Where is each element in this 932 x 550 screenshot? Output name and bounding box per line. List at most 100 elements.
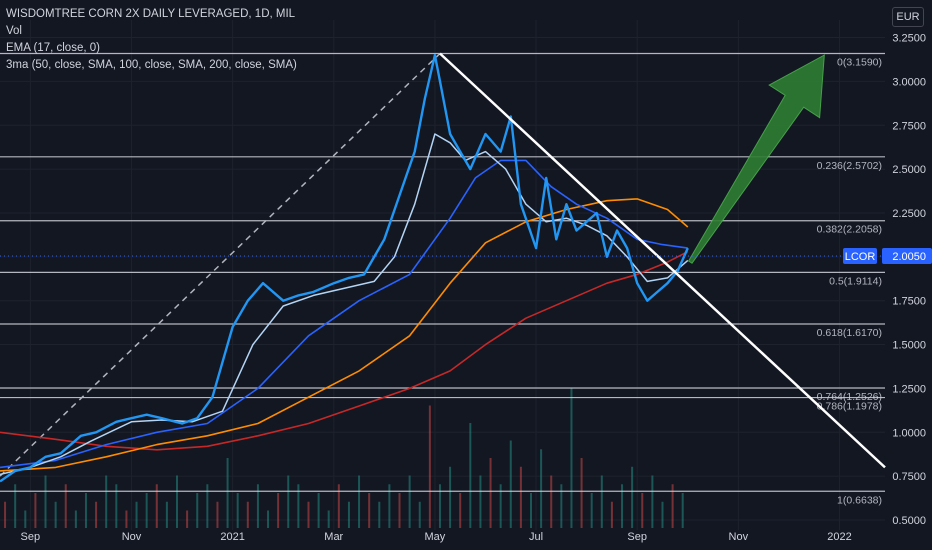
symbol-tag-label: LCOR xyxy=(845,251,876,263)
volume-bar-4 xyxy=(44,475,47,528)
price-axis[interactable]: 3.25003.00002.75002.50002.25002.00001.75… xyxy=(892,33,926,527)
volume-bars xyxy=(4,388,684,528)
volume-bar-23 xyxy=(236,493,239,528)
volume-bar-62 xyxy=(631,466,634,528)
volume-bar-22 xyxy=(226,458,229,528)
volume-bar-67 xyxy=(681,493,684,528)
descending-trendline[interactable] xyxy=(439,52,886,469)
volume-bar-41 xyxy=(418,501,421,528)
volume-bar-56 xyxy=(570,388,573,528)
volume-bar-36 xyxy=(368,493,371,528)
volume-bar-47 xyxy=(479,475,482,528)
x-tick-5: Jul xyxy=(529,531,543,543)
fib-label-7: 1(0.6638) xyxy=(837,494,882,506)
y-tick-11: 0.5000 xyxy=(892,515,926,527)
volume-bar-33 xyxy=(337,484,340,528)
volume-bar-42 xyxy=(428,405,431,528)
volume-bar-3 xyxy=(34,493,37,528)
price-tag-value: 2.0050 xyxy=(892,251,926,263)
volume-bar-0 xyxy=(4,501,7,528)
volume-bar-30 xyxy=(307,501,310,528)
last-price-tag: LCOR 2.0050 xyxy=(0,247,932,264)
volume-bar-17 xyxy=(176,475,178,528)
volume-bar-12 xyxy=(125,510,128,528)
fib-retracement[interactable]: 0(3.1590) 0.236(2.5702) 0.382(2.2058) 0.5(1… xyxy=(0,52,885,507)
volume-bar-14 xyxy=(145,493,148,528)
y-tick-9: 1.0000 xyxy=(892,427,926,439)
fib-label-4: 0.618(1.6170) xyxy=(817,327,882,339)
legend-3ma[interactable]: 3ma (50, close, SMA, 100, close, SMA, 20… xyxy=(6,59,297,71)
volume-bar-26 xyxy=(267,510,270,528)
legend-vol[interactable]: Vol xyxy=(6,25,22,37)
x-tick-0: Sep xyxy=(21,531,41,543)
volume-bar-59 xyxy=(600,475,603,528)
volume-bar-54 xyxy=(550,475,553,528)
dashed-trendline[interactable] xyxy=(0,52,441,477)
volume-bar-28 xyxy=(287,475,290,528)
volume-bar-38 xyxy=(388,484,391,528)
volume-bar-13 xyxy=(135,501,138,528)
currency-badge[interactable]: EUR xyxy=(892,7,924,27)
volume-bar-16 xyxy=(165,501,168,528)
series-line-0 xyxy=(0,53,689,483)
volume-bar-61 xyxy=(621,484,624,528)
volume-bar-29 xyxy=(297,484,300,528)
volume-bar-45 xyxy=(459,493,462,528)
y-tick-4: 2.2500 xyxy=(892,208,926,220)
fib-label-2: 0.382(2.2058) xyxy=(817,224,882,236)
volume-bar-25 xyxy=(256,484,259,528)
volume-bar-35 xyxy=(358,475,361,528)
series-line-2 xyxy=(0,159,688,469)
x-tick-8: 2022 xyxy=(827,531,851,543)
volume-bar-20 xyxy=(206,484,209,528)
legend: WISDOMTREE CORN 2X DAILY LEVERAGED, 1D, … xyxy=(6,6,297,74)
volume-bar-31 xyxy=(317,493,320,528)
volume-bar-5 xyxy=(54,501,57,528)
volume-bar-6 xyxy=(64,484,67,528)
legend-ema[interactable]: EMA (17, close, 0) xyxy=(6,42,100,54)
y-tick-7: 1.5000 xyxy=(892,340,926,352)
volume-bar-51 xyxy=(519,466,522,528)
volume-bar-32 xyxy=(327,510,330,528)
volume-bar-50 xyxy=(509,440,512,528)
volume-bar-44 xyxy=(449,466,452,528)
volume-bar-19 xyxy=(196,493,199,528)
volume-bar-48 xyxy=(489,458,492,528)
fib-label-6: 0.786(1.1978) xyxy=(817,401,882,413)
y-tick-2: 2.7500 xyxy=(892,120,926,132)
y-tick-3: 2.5000 xyxy=(892,164,926,176)
volume-bar-40 xyxy=(408,475,411,528)
dashed-line xyxy=(0,52,441,477)
volume-bar-24 xyxy=(246,501,249,528)
volume-bar-27 xyxy=(277,493,280,528)
volume-bar-63 xyxy=(641,493,644,528)
volume-bar-53 xyxy=(540,449,543,528)
volume-bar-64 xyxy=(651,475,654,528)
volume-bar-60 xyxy=(610,501,613,528)
series-line-1 xyxy=(0,133,689,476)
arrow-shape xyxy=(687,54,825,264)
y-tick-0: 3.2500 xyxy=(892,33,926,45)
y-tick-8: 1.2500 xyxy=(892,383,926,395)
volume-bar-8 xyxy=(84,493,87,528)
volume-bar-21 xyxy=(216,501,219,528)
trendline xyxy=(439,52,886,469)
x-tick-1: Nov xyxy=(122,531,142,543)
legend-title: WISDOMTREE CORN 2X DAILY LEVERAGED, 1D, … xyxy=(6,8,296,20)
volume-bar-65 xyxy=(661,501,664,528)
volume-bar-39 xyxy=(398,493,401,528)
symbol-tag-bg xyxy=(843,247,877,264)
volume-bar-37 xyxy=(378,501,381,528)
x-tick-3: Mar xyxy=(324,531,343,543)
y-tick-10: 0.7500 xyxy=(892,471,926,483)
volume-bar-7 xyxy=(74,510,77,528)
price-tag-bg xyxy=(882,247,932,264)
volume-bar-58 xyxy=(590,493,593,528)
x-tick-2: 2021 xyxy=(220,531,244,543)
x-tick-4: May xyxy=(425,531,446,543)
volume-bar-66 xyxy=(671,484,674,528)
time-axis[interactable]: Sep Nov 2021 Mar May Jul Sep Nov 2022 xyxy=(21,531,852,543)
green-arrow[interactable] xyxy=(687,54,825,264)
